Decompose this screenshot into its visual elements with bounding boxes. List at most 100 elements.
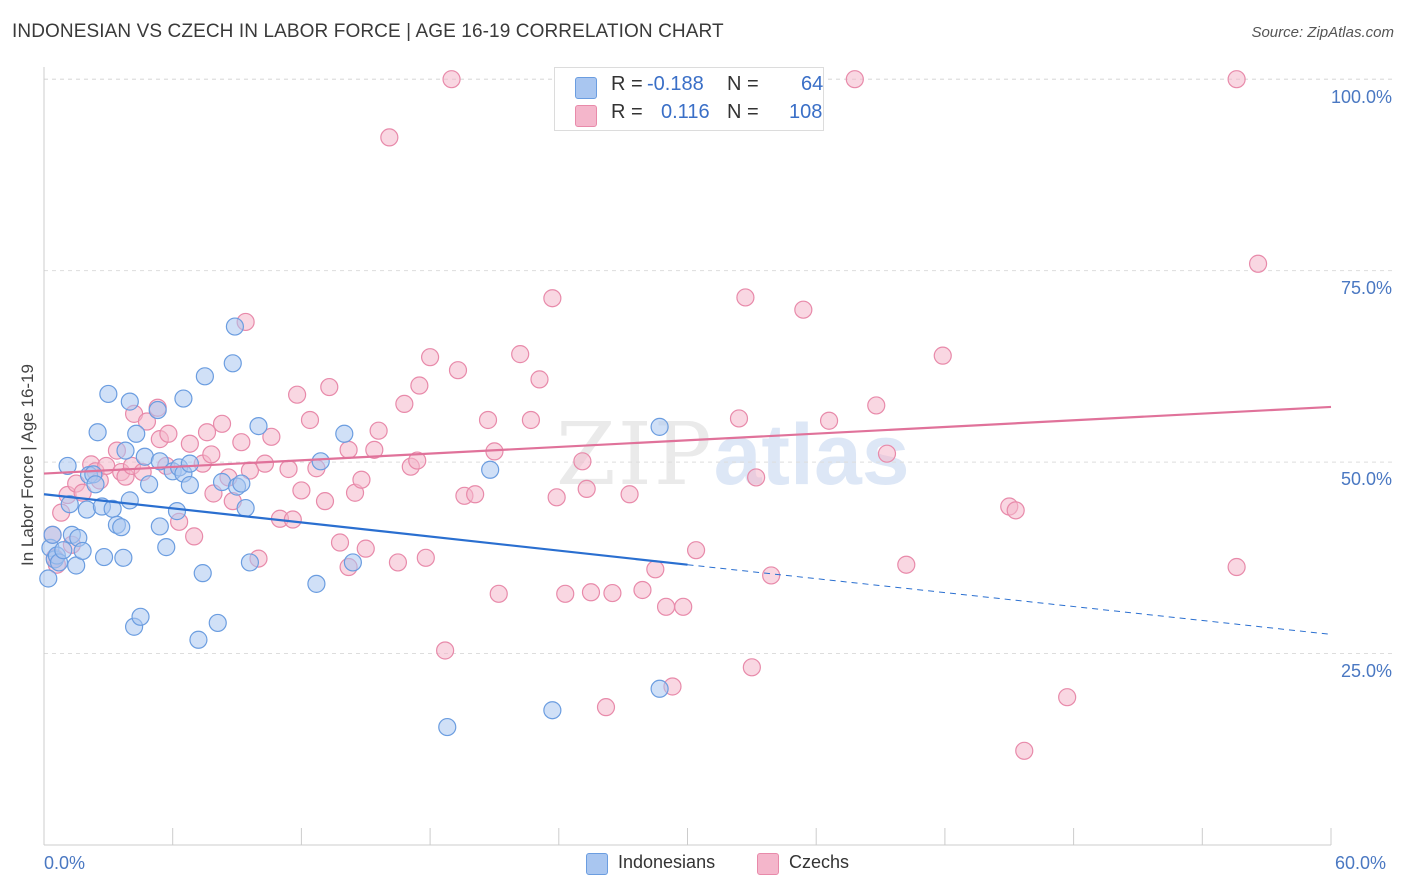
data-point (416, 548, 435, 567)
data-point (466, 485, 485, 504)
r-label: R = (611, 101, 643, 123)
pink-swatch (575, 105, 597, 127)
data-point (581, 583, 601, 602)
data-point (212, 414, 232, 433)
data-point (114, 548, 133, 567)
y-axis-label: In Labor Force | Age 16-19 (18, 364, 37, 566)
legend-label: Czechs (789, 852, 850, 872)
data-point (225, 317, 245, 336)
source-label: Source: ZipAtlas.com (1251, 24, 1394, 41)
data-point (249, 417, 268, 436)
data-point (442, 70, 461, 89)
data-point (650, 417, 669, 436)
data-point (157, 538, 176, 557)
data-point (232, 474, 251, 493)
data-point (140, 475, 159, 494)
legend-label: Indonesians (618, 852, 716, 872)
data-point (577, 479, 596, 499)
data-point (127, 424, 146, 443)
data-point (633, 580, 652, 600)
data-point (650, 679, 669, 698)
blue-swatch (575, 77, 597, 99)
data-point (174, 389, 193, 408)
data-point (240, 553, 260, 572)
n-label: N = (727, 101, 759, 123)
czechs-trend-line (43, 405, 1332, 475)
indonesians-trend-extension (687, 564, 1332, 635)
data-point (742, 658, 761, 677)
data-point (212, 472, 232, 492)
data-point (255, 454, 275, 473)
data-point (410, 376, 429, 395)
data-point (320, 377, 339, 397)
data-point (315, 492, 335, 511)
n-label: N = (727, 73, 759, 95)
data-point (73, 541, 92, 561)
data-point (120, 392, 139, 411)
data-point (686, 541, 706, 560)
data-point (933, 346, 952, 365)
data-point (300, 410, 320, 430)
data-point (94, 547, 114, 567)
data-point (262, 427, 281, 446)
data-point (388, 553, 408, 572)
data-point (58, 456, 77, 476)
y-tick-label: 75.0% (1340, 278, 1392, 298)
n-value: 108 (789, 101, 823, 123)
y-tick-label: 50.0% (1340, 469, 1392, 489)
data-point (620, 485, 639, 504)
data-point (521, 410, 541, 430)
indonesians-points (39, 317, 669, 737)
data-point (481, 460, 500, 479)
data-point (77, 500, 97, 519)
data-point (148, 400, 167, 420)
data-point (395, 394, 414, 413)
data-point (421, 348, 440, 367)
indonesians-trend-line (43, 493, 688, 566)
data-point (159, 424, 178, 443)
n-value: 64 (801, 73, 824, 95)
x-tick-label-min: 0.0% (44, 853, 86, 873)
data-point (189, 630, 208, 649)
data-point (185, 527, 204, 546)
data-point (131, 607, 150, 626)
data-point (573, 452, 592, 471)
data-point (543, 701, 562, 720)
data-point (489, 584, 508, 603)
data-point (339, 440, 358, 459)
data-point (202, 445, 221, 464)
data-point (137, 412, 157, 431)
data-point (1006, 501, 1025, 520)
data-point (547, 488, 566, 507)
data-point (794, 300, 813, 319)
r-label: R = (611, 73, 643, 95)
data-point (543, 289, 562, 308)
stats-legend-box: R = -0.188 N = 64 R = 0.116 N = 108 (554, 67, 824, 131)
data-point (335, 424, 354, 443)
data-point (292, 481, 311, 500)
data-point (408, 451, 427, 470)
data-point (747, 468, 766, 487)
data-point (197, 423, 217, 442)
data-point (232, 433, 251, 452)
data-point (195, 367, 214, 386)
data-point (135, 447, 154, 466)
data-point (646, 560, 665, 579)
data-point (356, 539, 375, 558)
data-point (208, 613, 227, 633)
data-point (120, 491, 139, 510)
data-point (845, 70, 864, 89)
data-point (877, 444, 897, 463)
data-point (43, 525, 62, 544)
data-point (236, 498, 255, 518)
data-point (596, 698, 616, 717)
data-point (223, 354, 242, 373)
y-tick-label: 100.0% (1330, 87, 1392, 107)
trend-lines (43, 405, 1332, 635)
data-point (330, 533, 350, 552)
data-point (603, 583, 622, 603)
data-point (530, 370, 549, 389)
data-point (736, 288, 755, 307)
data-point (352, 470, 371, 489)
